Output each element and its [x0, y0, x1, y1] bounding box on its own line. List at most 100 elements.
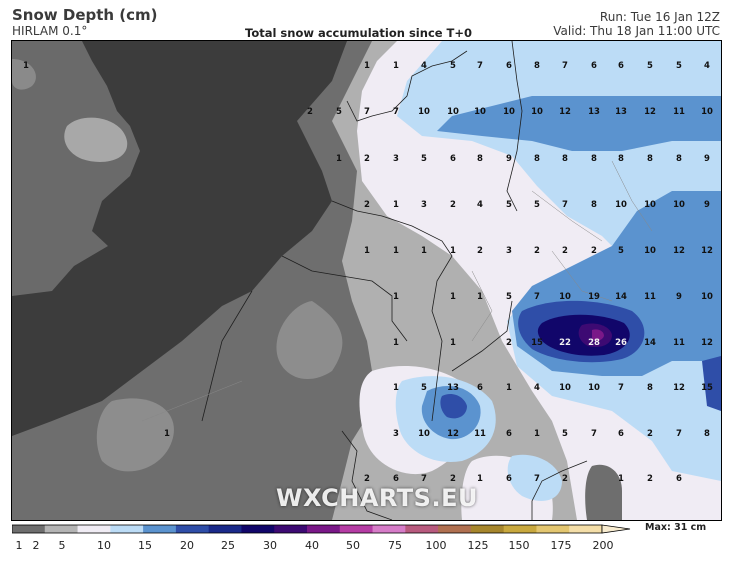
snow-depth-value: 1	[618, 474, 624, 484]
legend-arrow	[601, 524, 631, 534]
legend-tick-label: 2	[33, 539, 40, 552]
snow-depth-value: 3	[393, 154, 399, 164]
chart-title: Snow Depth (cm)	[12, 6, 158, 24]
snow-depth-value: 2	[364, 474, 370, 484]
legend-swatch	[274, 525, 308, 533]
legend-tick-label: 25	[221, 539, 235, 552]
snow-depth-value: 10	[644, 246, 656, 256]
snow-depth-value: 3	[393, 429, 399, 439]
snow-depth-value: 1	[477, 292, 483, 302]
snow-depth-value: 2	[534, 246, 540, 256]
snow-depth-value: 10	[503, 107, 515, 117]
snow-depth-value: 10	[531, 107, 543, 117]
snow-depth-value: 1	[534, 429, 540, 439]
snow-depth-value: 10	[418, 107, 430, 117]
snow-depth-value: 2	[647, 429, 653, 439]
snow-depth-value: 2	[477, 246, 483, 256]
legend-tick-label: 30	[263, 539, 277, 552]
snow-depth-value: 12	[447, 429, 459, 439]
snow-depth-value: 14	[644, 338, 656, 348]
legend-tick-label: 5	[59, 539, 66, 552]
snow-depth-values: 1 1 1 4 5 7 6 8 7 6 6 5 5 42 5 7 7 10 10 10 10 10 12 13 13 12 11 10…	[23, 61, 713, 484]
snow-depth-value: 5	[506, 200, 512, 210]
snow-depth-value: 10	[615, 200, 627, 210]
legend-tick-label: 50	[346, 539, 360, 552]
legend-tick-label: 20	[180, 539, 194, 552]
snow-depth-value: 6	[506, 61, 512, 71]
snow-depth-value: 7	[534, 292, 540, 302]
snow-depth-value: 10	[701, 292, 713, 302]
legend-swatch	[405, 525, 439, 533]
magenta-snow-peak	[592, 329, 604, 341]
snow-depth-value: 1	[477, 474, 483, 484]
snow-depth-value: 12	[673, 383, 685, 393]
snow-depth-value: 5	[421, 383, 427, 393]
legend-swatch	[44, 525, 79, 533]
gray-snow-zone	[585, 464, 622, 520]
snow-depth-value: 1	[450, 292, 456, 302]
snow-depth-value: 15	[701, 383, 713, 393]
snow-depth-value: 28	[588, 338, 600, 348]
snow-depth-value: 11	[673, 338, 685, 348]
snow-depth-value: 5	[336, 107, 342, 117]
snow-depth-value: 7	[421, 474, 427, 484]
snow-depth-value: 10	[474, 107, 486, 117]
snow-depth-value: 6	[591, 61, 597, 71]
snow-depth-value: 8	[704, 429, 710, 439]
snow-depth-value: 10	[447, 107, 459, 117]
england-landmass	[12, 41, 140, 296]
mid-blue-snow-zone	[437, 96, 721, 151]
snow-depth-value: 9	[704, 154, 710, 164]
snow-depth-value: 3	[506, 246, 512, 256]
borders	[201, 41, 588, 520]
snow-depth-value: 4	[534, 383, 540, 393]
gray-snow-zone	[276, 301, 343, 380]
snow-depth-value: 10	[559, 383, 571, 393]
legend-tick-label: 15	[138, 539, 152, 552]
snow-depth-value: 4	[704, 61, 710, 71]
legend-swatch	[143, 525, 177, 533]
snow-depth-value: 6	[618, 429, 624, 439]
snow-depth-value: 1	[393, 200, 399, 210]
snow-depth-value: 10	[418, 429, 430, 439]
snow-depth-map[interactable]: 1 1 1 4 5 7 6 8 7 6 6 5 5 4 2 5 7 7 10 10 10 10 10 12 13 13 12 11 10…	[11, 40, 722, 521]
legend-tick-label: 100	[426, 539, 447, 552]
snow-depth-value: 7	[393, 107, 399, 117]
run-time-label: Run: Tue 16 Jan 12Z	[599, 10, 720, 24]
snow-depth-value: 2	[450, 474, 456, 484]
regional-borders	[141, 160, 653, 422]
legend-swatch	[241, 525, 275, 533]
snow-depth-value: 5	[450, 61, 456, 71]
snow-depth-value: 6	[506, 474, 512, 484]
legend-swatch	[339, 525, 374, 533]
snow-depth-value: 8	[647, 154, 653, 164]
snow-depth-value: 1	[450, 246, 456, 256]
legend-tick-label: 10	[97, 539, 111, 552]
snow-depth-value: 1	[23, 61, 29, 71]
snow-depth-value: 6	[618, 61, 624, 71]
snow-depth-value: 9	[676, 292, 682, 302]
watermark: WXCHARTS.EU	[276, 484, 478, 512]
snow-depth-value: 10	[588, 383, 600, 393]
snow-depth-value: 5	[421, 154, 427, 164]
legend-tick-label: 1	[16, 539, 23, 552]
snow-depth-value: 1	[393, 338, 399, 348]
snow-depth-value: 5	[618, 246, 624, 256]
gray-snow-zone	[96, 398, 174, 472]
snow-depth-value: 12	[701, 246, 713, 256]
snow-depth-value: 2	[450, 200, 456, 210]
snow-depth-value: 15	[531, 338, 543, 348]
snow-depth-value: 7	[364, 107, 370, 117]
snow-depth-value: 4	[421, 61, 427, 71]
snow-depth-value: 8	[534, 61, 540, 71]
snow-depth-value: 8	[591, 154, 597, 164]
legend-tick-label: 175	[551, 539, 572, 552]
legend-tick-label: 150	[509, 539, 530, 552]
snow-depth-value: 2	[307, 107, 313, 117]
snow-depth-value: 13	[447, 383, 459, 393]
england-snow-patch	[64, 117, 128, 162]
snow-depth-value: 2	[562, 474, 568, 484]
model-label: HIRLAM 0.1°	[12, 24, 88, 38]
legend-swatch	[438, 525, 472, 533]
snow-depth-value: 11	[644, 292, 656, 302]
